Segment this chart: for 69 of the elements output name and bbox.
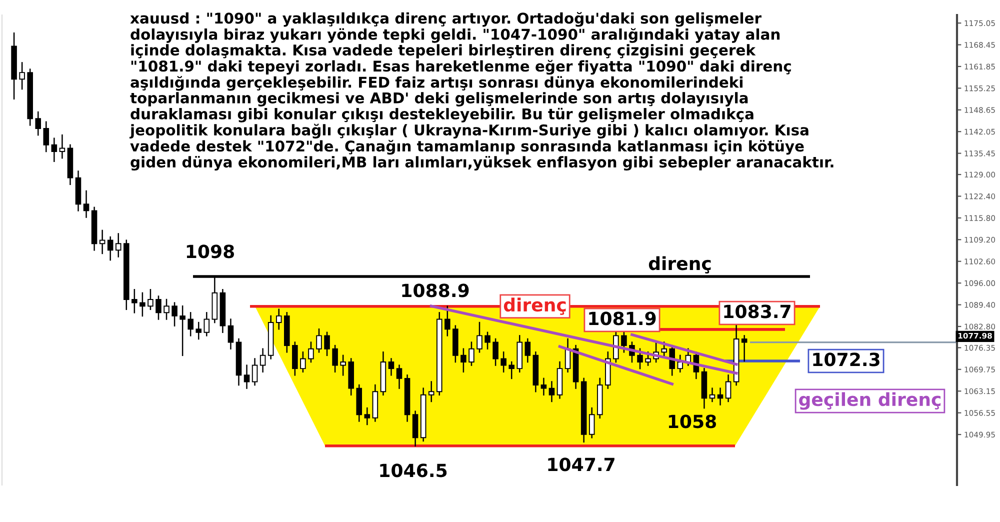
candlestick	[677, 354, 684, 372]
candlestick	[476, 322, 482, 353]
candlestick	[484, 332, 490, 350]
candlestick	[388, 358, 394, 376]
annotation: 1098	[186, 244, 234, 258]
candlestick	[260, 348, 266, 372]
candlestick	[164, 298, 170, 320]
candlestick	[276, 308, 282, 330]
candlestick	[148, 289, 154, 310]
candlestick	[717, 388, 724, 406]
candlestick	[115, 233, 122, 258]
candlestick	[252, 358, 258, 386]
candlestick	[468, 342, 474, 366]
candlestick	[172, 302, 178, 326]
text: xauusd : "1090" a yaklaşıldıkça direnç artıyor. Ortadoğu'daki son gelişmeler dolayısıyla biraz yukarı yönde tepki geldi. "1047-1090" aralığındaki yatay alan içinde dolaşmakta. Kısa vadede tepeleri birleştiren direnç çizgisini geçerek "1081.9" daki tepeyi zorladı. Esas hareketlenme eğer fiyatta "1090" daki direnç aşıldığında gerçekleşebilir. FED faiz artışı sonrası dünya ekonomilerindeki toparlanmanın gecikmesi ve ABD' deki gelişmelerinde son artış dolayısıyla duraklaması gibi konular çıkışı destekleyebilir. Bu tür gelişmeler olmadıkça jeopolitik konulara bağlı çıkışlar ( Ukrayna-Kırım-Suriye gibi ) kalıcı olamıyor. Kısa vadede destek "1072"de. Çanağın tamamlanıp sonrasında katlanması için kötüye giden dünya ekonomileri,MB ları alımları,yüksek enflasyon gibi sebepler aranacaktır.	[130, 12, 834, 171]
candlestick	[204, 312, 210, 336]
candlestick	[35, 111, 42, 136]
candlestick	[324, 332, 330, 356]
candlestick	[412, 410, 418, 446]
annotation: 1058	[668, 414, 716, 428]
candlestick	[540, 378, 547, 396]
annotation: 1083.7	[724, 304, 790, 318]
candlestick	[709, 388, 716, 402]
candlestick	[396, 364, 402, 389]
ref-line-label: 1072.3	[813, 352, 880, 366]
annotation: 1088.9	[402, 284, 469, 298]
candlestick	[244, 364, 250, 389]
candlestick	[156, 296, 162, 320]
candlestick	[524, 338, 531, 363]
candlestick	[180, 305, 186, 356]
candlestick	[492, 338, 498, 366]
candlestick	[292, 342, 298, 376]
candlestick	[300, 352, 306, 372]
annotation: 1047.7	[548, 458, 614, 472]
candlestick	[725, 374, 732, 402]
annotation: geçilen direnç	[799, 392, 941, 410]
candlestick	[99, 230, 106, 254]
candlestick	[508, 361, 514, 380]
candlestick	[460, 348, 466, 372]
candlestick	[59, 134, 66, 159]
candlestick	[132, 289, 138, 314]
candlestick	[548, 381, 555, 402]
candlestick	[83, 190, 90, 218]
candlestick	[500, 352, 506, 372]
candlestick	[43, 121, 50, 152]
candlestick	[645, 352, 651, 366]
candlestick	[51, 138, 58, 162]
candlestick	[19, 62, 25, 90]
candlestick	[316, 328, 322, 353]
candlestick	[637, 348, 643, 370]
candlestick	[140, 292, 146, 317]
candlestick	[340, 354, 346, 376]
annotation: 1081.9	[589, 312, 656, 326]
candlestick	[444, 306, 450, 336]
candlestick	[621, 332, 627, 353]
candlestick	[308, 342, 314, 363]
candlestick	[428, 381, 434, 402]
candlestick	[588, 407, 595, 438]
candlestick	[107, 236, 114, 261]
candlestick	[332, 344, 338, 372]
candlestick	[188, 312, 194, 336]
candlestick	[228, 318, 234, 350]
ref-line-label: direnç	[504, 298, 566, 315]
candlestick	[741, 335, 748, 362]
annotation: 1046.5	[380, 464, 447, 478]
candlestick	[196, 322, 202, 340]
ref-line-label: direnç	[648, 256, 711, 274]
candlestick	[364, 407, 370, 426]
candlestick	[661, 342, 667, 356]
